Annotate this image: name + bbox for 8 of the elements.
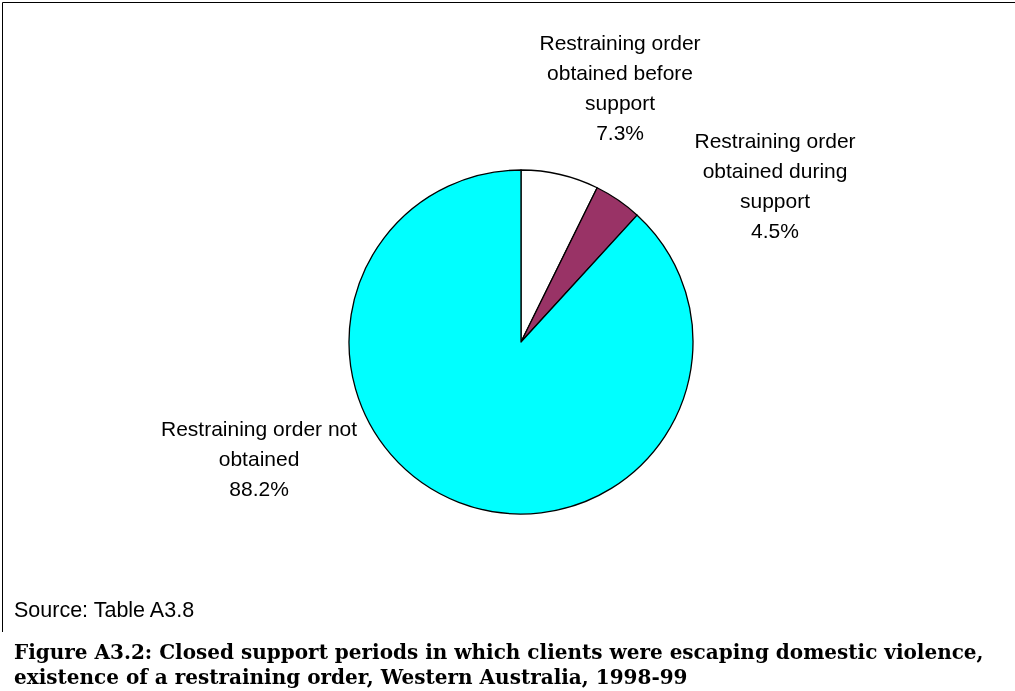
source-note: Source: Table A3.8: [14, 598, 195, 622]
data-label: 7.3%: [596, 120, 645, 144]
slice-label: Restraining order obtained during support: [694, 129, 856, 212]
data-label: 88.2%: [229, 476, 289, 500]
data-label: 4.5%: [751, 218, 799, 242]
text: Figure A3.2: Closed support periods in which clients were escaping domestic violence, existence of a restraining order, Western Australia, 1998-99: [14, 640, 984, 689]
slice-label: Restraining order not obtained: [160, 417, 358, 470]
slice-label: Restraining order obtained before support: [539, 31, 701, 114]
